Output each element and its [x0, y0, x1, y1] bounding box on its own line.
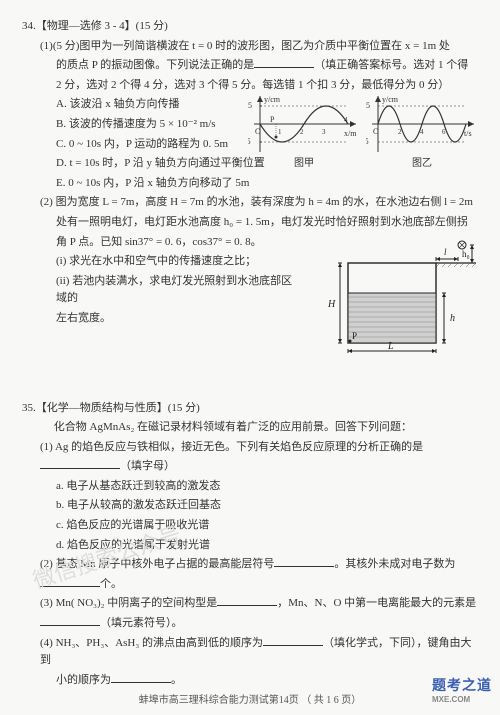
svg-text:4: 4 — [420, 128, 424, 136]
svg-text:6: 6 — [442, 128, 446, 136]
caption-jia: 图甲 — [248, 156, 360, 172]
q35-3b: ，Mn、N、O 中第一电离能最大的元素是 — [277, 597, 476, 609]
q35-2b: 。其核外未成对电子数为 — [334, 558, 455, 570]
svg-text:L: L — [387, 341, 394, 352]
wm-main: 题考之道 — [432, 677, 492, 693]
svg-text:5: 5 — [366, 101, 370, 110]
q35-4-row: (4) NH₃、PH₃、AsH₃ 的沸点由高到低的顺序为（填化学式，下同），键角… — [22, 635, 478, 670]
q35-2a: (2) 基态 Mn 原子中核外电子占据的最高能层符号 — [40, 558, 274, 570]
figure-yi: 5 -5 y/cm t/s O 2 4 6 图乙 — [366, 92, 478, 172]
blank — [274, 556, 334, 567]
svg-text:1: 1 — [278, 128, 282, 136]
blank — [40, 576, 100, 587]
q35-2-row2: 个。 — [22, 576, 478, 594]
q35-3-row: (3) Mn( NO₃)₂ 中阴离子的空间构型是 ，Mn、N、O 中第一电离能最大… — [22, 595, 478, 613]
q34-1-line1: (1)(5 分)图甲为一列简谐横波在 t = 0 时的波形图，图乙为介质中平衡位… — [22, 38, 478, 56]
q34-1-line2: 的质点 P 的振动图像。下列说法正确的是 （填正确答案标号。选对 1 个得 — [22, 57, 478, 75]
svg-text:y/cm: y/cm — [382, 95, 399, 104]
q35-2-row: (2) 基态 Mn 原子中核外电子占据的最高能层符号 。其核外未成对电子数为 — [22, 556, 478, 574]
svg-text:O: O — [255, 127, 261, 136]
blank — [40, 615, 100, 626]
svg-text:y/cm: y/cm — [264, 95, 281, 104]
q35-1b: （填字母） — [120, 460, 175, 472]
wm-sub: MXE.COM — [432, 694, 492, 707]
svg-text:P: P — [270, 115, 275, 124]
svg-text:H: H — [328, 299, 336, 310]
caption-yi: 图乙 — [366, 156, 478, 172]
q34-1-line2a: 的质点 P 的振动图像。下列说法正确的是 — [56, 59, 254, 71]
svg-text:-5: -5 — [248, 137, 251, 146]
svg-text:l: l — [444, 247, 447, 257]
blank — [254, 57, 314, 68]
q35-intro: 化合物 AgMnAs₂ 在磁记录材料领域有着广泛的应用前景。回答下列问题： — [22, 419, 478, 437]
svg-text:5: 5 — [248, 101, 252, 110]
svg-text:-5: -5 — [366, 137, 369, 146]
q35-4-row2: 小的顺序为 。 — [22, 672, 478, 690]
q34-1-line2b: （填正确答案标号。选对 1 个得 — [314, 59, 468, 71]
svg-text:h: h — [450, 313, 455, 324]
q34-2-line1: (2) 图为宽度 L = 7m，高度 H = 7m 的水池，装有深度为 h = … — [22, 194, 478, 212]
blank — [263, 635, 323, 646]
svg-text:P: P — [352, 331, 357, 341]
svg-text:h₀: h₀ — [462, 249, 470, 259]
figure-jia: 5 -5 y/cm x/m O P 1 2 3 4 图甲 — [248, 92, 360, 172]
q34-header: 34.【物理—选修 3 - 4】(15 分) — [22, 18, 478, 36]
opt-e: E. 0 ~ 10s 内，P 沿 x 轴负方向移动了 5m — [22, 175, 478, 193]
svg-text:O: O — [373, 127, 379, 136]
q34-2-line2: 处有一照明电灯，电灯距水池高度 h₀ = 1. 5m，电灯发光时恰好照射到水池底… — [22, 214, 478, 232]
page-footer: 蚌埠市高三理科综合能力测试第14页 （ 共 1 6 页） — [0, 693, 500, 709]
svg-text:2: 2 — [300, 128, 304, 136]
svg-text:x/m: x/m — [344, 129, 357, 138]
blank — [40, 458, 120, 469]
svg-text:2: 2 — [398, 128, 402, 136]
q35-4d: 。 — [171, 674, 182, 686]
q35-1b-row: （填字母） — [22, 458, 478, 476]
q35-3a: (3) Mn( NO₃)₂ 中阴离子的空间构型是 — [40, 597, 217, 609]
q34-2-ii-a: (ii) 若池内装满水，求电灯发光照射到水池底部区域的 — [22, 273, 302, 308]
figure-pool: h₀ l — [328, 237, 478, 357]
q35-2c: 个。 — [100, 578, 122, 590]
q35-4c: 小的顺序为 — [56, 674, 111, 686]
q35-c: c. 焰色反应的光谱属于吸收光谱 — [22, 517, 478, 535]
q35-3c: （填元素符号）。 — [100, 617, 183, 629]
blank — [217, 595, 277, 606]
svg-text:3: 3 — [322, 128, 326, 136]
q35-1a: (1) Ag 的焰色反应与铁相似，接近无色。下列有关焰色反应原理的分析正确的是 — [22, 439, 478, 457]
blank — [111, 672, 171, 683]
q35-b: b. 电子从较高的激发态跃迁回基态 — [22, 497, 478, 515]
q35-a: a. 电子从基态跃迁到较高的激发态 — [22, 478, 478, 496]
q35-4a: (4) NH₃、PH₃、AsH₃ 的沸点由高到低的顺序为 — [40, 637, 263, 649]
q35-header: 35.【化学—物质结构与性质】(15 分) — [22, 400, 478, 418]
q35-3-row2: （填元素符号）。 — [22, 615, 478, 633]
q35-d: d. 焰色反应的光谱属于发射光谱 — [22, 537, 478, 555]
watermark-logo: 题考之道 MXE.COM — [432, 674, 492, 707]
svg-text:t/s: t/s — [464, 129, 472, 138]
svg-text:4: 4 — [344, 116, 348, 124]
